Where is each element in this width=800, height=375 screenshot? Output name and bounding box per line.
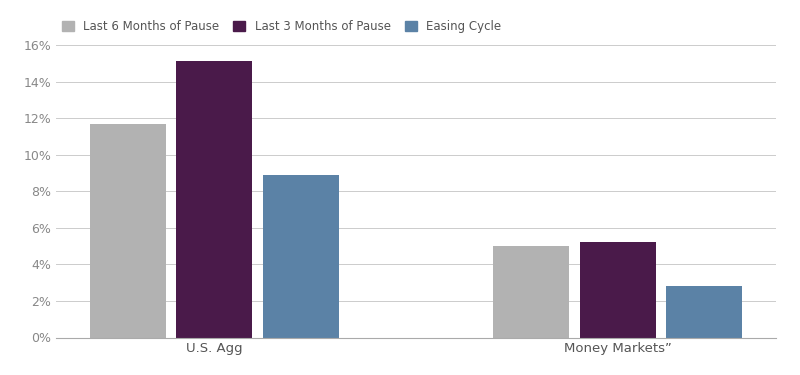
Bar <box>493 246 570 338</box>
Legend: Last 6 Months of Pause, Last 3 Months of Pause, Easing Cycle: Last 6 Months of Pause, Last 3 Months of… <box>62 20 502 33</box>
Bar <box>90 124 166 338</box>
Bar <box>262 175 339 338</box>
Bar <box>176 62 253 338</box>
Bar <box>579 243 656 338</box>
Bar <box>666 286 742 338</box>
